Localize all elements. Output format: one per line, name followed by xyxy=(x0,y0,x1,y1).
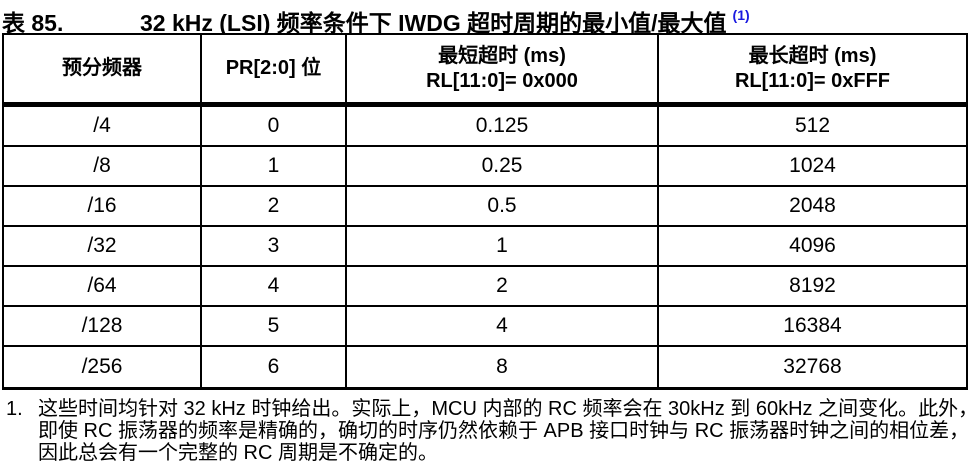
header-line: RL[11:0]= 0xFFF xyxy=(734,69,891,92)
table-cell: 8192 xyxy=(789,274,836,297)
table-cell: 0.25 xyxy=(347,147,659,185)
table-cell: /32 xyxy=(4,227,202,265)
table-cell: 4 xyxy=(347,307,659,345)
footnote-text-line: 因此总会有一个完整的 RC 周期是不确定的。 xyxy=(38,442,438,464)
table-cell: 4 xyxy=(202,267,347,305)
table-row: /16 2 0.5 2048 xyxy=(4,187,966,227)
table-row: /8 1 0.25 1024 xyxy=(4,147,966,187)
footnote-ref-link[interactable]: (1) xyxy=(732,7,750,24)
table-cell: 1 xyxy=(347,227,659,265)
header-line: 预分频器 xyxy=(62,57,142,79)
table-cell: /256 xyxy=(4,347,202,387)
table-row: /128 5 4 16384 xyxy=(4,307,966,347)
table-body: /4 0 0.125 512/8 1 0.25 1024/16 2 0.5 2048/32 3 1 40… xyxy=(4,107,966,387)
table-cell: 32768 xyxy=(783,355,842,378)
table-number: 表 85. xyxy=(2,10,64,36)
header-line: 最长超时 (ms) xyxy=(748,44,877,67)
table-cell: 1 xyxy=(202,147,347,185)
table-title: 表 85. 32 kHz (LSI) 频率条件下 IWDG 超时周期的最小值/最… xyxy=(2,4,750,38)
header-cell: 最短超时 (ms) RL[11:0]= 0x000 xyxy=(347,35,659,102)
table-row: /256 6 8 32768 xyxy=(4,347,966,387)
title-text: 32 kHz (LSI) 频率条件下 IWDG 超时周期的最小值/最大值 (1) xyxy=(140,4,750,38)
table-cell: 6 xyxy=(202,347,347,387)
table-row: /64 4 2 8192 xyxy=(4,267,966,307)
table-cell: 0.125 xyxy=(347,107,659,145)
header-cell: PR[2:0] 位 xyxy=(202,35,347,102)
table-row: /32 3 1 4096 xyxy=(4,227,966,267)
header-line: RL[11:0]= 0x000 xyxy=(426,69,578,92)
footnote: 1. 这些时间均针对 32 kHz 时钟给出。实际上，MCU 内部的 RC 频率… xyxy=(6,398,973,464)
footnote-number: 1. xyxy=(6,398,23,420)
iwdg-timeout-table: 预分频器 PR[2:0] 位最短超时 (ms) RL[11:0]= 0x000 最长超… xyxy=(2,33,968,390)
table-cell: /8 xyxy=(4,147,202,185)
table-row: /4 0 0.125 512 xyxy=(4,107,966,147)
table-cell: 512 xyxy=(794,114,831,137)
table-cell: 16384 xyxy=(783,314,842,337)
table-cell: /4 xyxy=(4,107,202,145)
footnote-text: 这些时间均针对 32 kHz 时钟给出。实际上，MCU 内部的 RC 频率会在 … xyxy=(38,398,973,464)
footnote-text-line: 这些时间均针对 32 kHz 时钟给出。实际上，MCU 内部的 RC 频率会在 … xyxy=(38,398,973,420)
table-cell: 4096 xyxy=(789,234,836,257)
table-cell: 5 xyxy=(202,307,347,345)
table-header-row: 预分频器 PR[2:0] 位最短超时 (ms) RL[11:0]= 0x000 最长超… xyxy=(4,35,966,107)
table-cell: 0 xyxy=(202,107,347,145)
footnote-text-line: 即使 RC 振荡器的频率是精确的，确切的时序仍然依赖于 APB 接口时钟与 RC… xyxy=(38,420,970,442)
table-cell: 0.5 xyxy=(347,187,659,225)
header-line: PR[2:0] 位 xyxy=(225,57,322,79)
header-cell: 预分频器 xyxy=(4,35,202,102)
table-cell: 3 xyxy=(202,227,347,265)
title-main: 32 kHz (LSI) 频率条件下 IWDG 超时周期的最小值/最大值 xyxy=(140,10,727,36)
table-cell: 8 xyxy=(347,347,659,387)
table-cell: /16 xyxy=(4,187,202,225)
table-cell: /64 xyxy=(4,267,202,305)
table-cell: 2048 xyxy=(789,194,836,217)
table-cell: 1024 xyxy=(789,154,836,177)
table-cell: 2 xyxy=(202,187,347,225)
header-cell: 最长超时 (ms) RL[11:0]= 0xFFF xyxy=(659,35,966,102)
table-cell: 2 xyxy=(347,267,659,305)
table-cell: /128 xyxy=(4,307,202,345)
header-line: 最短超时 (ms) xyxy=(438,44,566,67)
